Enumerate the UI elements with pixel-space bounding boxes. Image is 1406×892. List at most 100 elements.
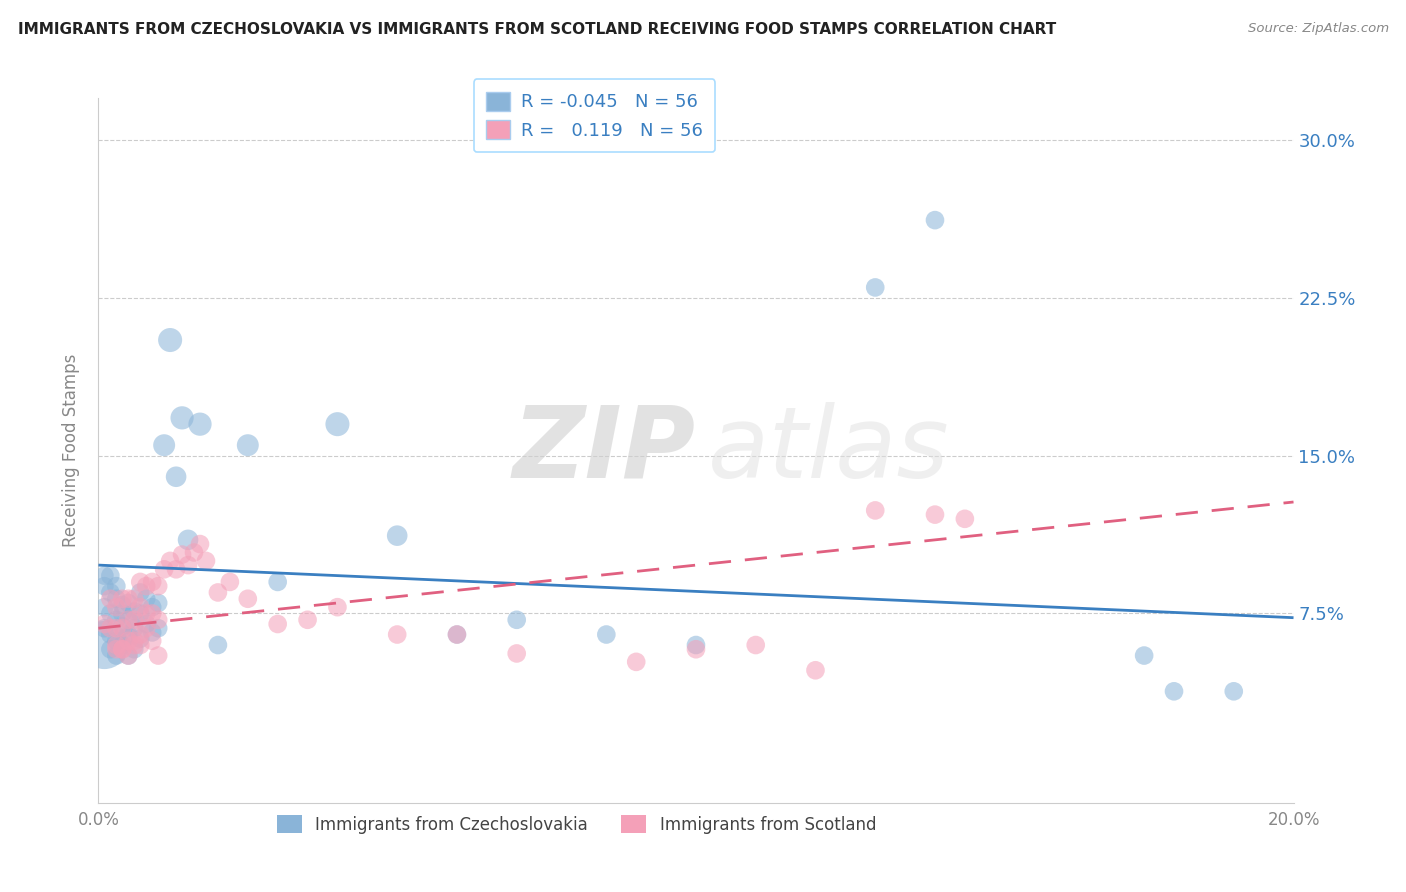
- Point: [865, 280, 887, 294]
- Point: [141, 600, 163, 615]
- Point: [685, 642, 707, 657]
- Point: [506, 647, 529, 661]
- Point: [105, 579, 128, 593]
- Point: [685, 638, 707, 652]
- Point: [98, 642, 122, 657]
- Point: [111, 619, 134, 633]
- Point: [385, 627, 409, 641]
- Point: [924, 508, 946, 522]
- Point: [105, 648, 128, 663]
- Point: [111, 621, 134, 635]
- Point: [446, 627, 468, 641]
- Y-axis label: Receiving Food Stamps: Receiving Food Stamps: [62, 354, 80, 547]
- Point: [865, 503, 887, 517]
- Point: [93, 568, 115, 582]
- Point: [124, 613, 146, 627]
- Point: [117, 591, 139, 606]
- Point: [135, 607, 157, 621]
- Point: [124, 638, 146, 652]
- Point: [326, 417, 349, 432]
- Point: [183, 545, 205, 559]
- Point: [98, 627, 122, 641]
- Point: [141, 574, 163, 589]
- Point: [124, 633, 146, 648]
- Point: [195, 554, 218, 568]
- Point: [177, 558, 200, 573]
- Point: [117, 613, 139, 627]
- Point: [804, 663, 827, 677]
- Point: [924, 213, 946, 227]
- Point: [93, 617, 115, 632]
- Text: IMMIGRANTS FROM CZECHOSLOVAKIA VS IMMIGRANTS FROM SCOTLAND RECEIVING FOOD STAMPS: IMMIGRANTS FROM CZECHOSLOVAKIA VS IMMIGR…: [18, 22, 1056, 37]
- Point: [105, 591, 128, 606]
- Point: [105, 633, 128, 648]
- Point: [105, 600, 128, 615]
- Point: [446, 627, 468, 641]
- Point: [953, 512, 976, 526]
- Point: [148, 613, 170, 627]
- Point: [626, 655, 648, 669]
- Legend: Immigrants from Czechoslovakia, Immigrants from Scotland: Immigrants from Czechoslovakia, Immigran…: [270, 809, 883, 840]
- Point: [267, 574, 290, 589]
- Point: [745, 638, 768, 652]
- Point: [188, 417, 211, 432]
- Point: [93, 638, 115, 652]
- Point: [1163, 684, 1185, 698]
- Point: [148, 621, 170, 635]
- Point: [506, 613, 529, 627]
- Point: [111, 642, 134, 657]
- Point: [129, 607, 152, 621]
- Point: [326, 600, 349, 615]
- Point: [148, 579, 170, 593]
- Point: [141, 633, 163, 648]
- Point: [105, 642, 128, 657]
- Point: [141, 625, 163, 640]
- Point: [135, 617, 157, 632]
- Point: [129, 600, 152, 615]
- Text: Source: ZipAtlas.com: Source: ZipAtlas.com: [1249, 22, 1389, 36]
- Point: [98, 585, 122, 599]
- Point: [111, 638, 134, 652]
- Point: [98, 568, 122, 582]
- Point: [117, 648, 139, 663]
- Point: [111, 591, 134, 606]
- Point: [129, 627, 152, 641]
- Point: [135, 621, 157, 635]
- Point: [135, 579, 157, 593]
- Point: [207, 585, 229, 599]
- Point: [153, 438, 176, 452]
- Point: [159, 554, 181, 568]
- Text: atlas: atlas: [709, 402, 949, 499]
- Point: [159, 333, 181, 347]
- Point: [93, 600, 115, 615]
- Point: [385, 529, 409, 543]
- Point: [105, 621, 128, 635]
- Point: [117, 596, 139, 610]
- Point: [165, 562, 187, 576]
- Point: [207, 638, 229, 652]
- Point: [129, 585, 152, 599]
- Point: [148, 648, 170, 663]
- Point: [135, 591, 157, 606]
- Point: [236, 591, 259, 606]
- Point: [267, 617, 290, 632]
- Point: [172, 410, 194, 425]
- Point: [129, 632, 152, 646]
- Point: [124, 621, 146, 635]
- Point: [129, 574, 152, 589]
- Point: [188, 537, 211, 551]
- Point: [98, 607, 122, 621]
- Point: [172, 548, 194, 562]
- Point: [595, 627, 617, 641]
- Point: [148, 596, 170, 610]
- Point: [98, 621, 122, 635]
- Point: [297, 613, 319, 627]
- Point: [129, 638, 152, 652]
- Point: [93, 621, 115, 635]
- Point: [117, 630, 139, 644]
- Point: [141, 607, 163, 621]
- Point: [105, 613, 128, 627]
- Point: [93, 579, 115, 593]
- Point: [111, 642, 134, 657]
- Point: [111, 607, 134, 621]
